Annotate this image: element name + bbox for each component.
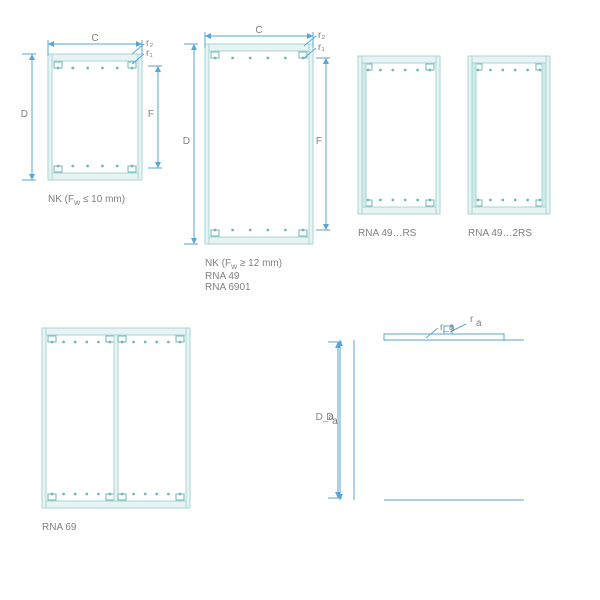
svg-text:D: D [183, 136, 190, 147]
diagram-caption: RNA 49…RS [358, 228, 416, 239]
diagram-caption: RNA 49…2RS [468, 228, 532, 239]
svg-text:D: D [21, 109, 28, 120]
svg-text:C: C [91, 33, 98, 44]
diagram-caption: NK (Fw ≤ 10 mm) [48, 194, 125, 207]
diagram-caption: RNA 69 [42, 522, 76, 533]
svg-text:F: F [148, 109, 154, 120]
svg-text:F: F [316, 136, 322, 147]
svg-text:r_a: r_a [440, 322, 455, 333]
svg-text:r₁: r₁ [318, 42, 325, 53]
diagram-caption: NK (Fw ≥ 12 mm)RNA 49RNA 6901 [205, 258, 282, 293]
svg-text:r: r [470, 314, 474, 325]
svg-text:r₂: r₂ [318, 30, 325, 41]
svg-text:r₂: r₂ [146, 38, 153, 49]
svg-text:r₁: r₁ [146, 48, 153, 59]
svg-text:a: a [476, 318, 482, 329]
svg-text:C: C [255, 25, 262, 36]
svg-text:D_a: D_a [316, 412, 335, 423]
